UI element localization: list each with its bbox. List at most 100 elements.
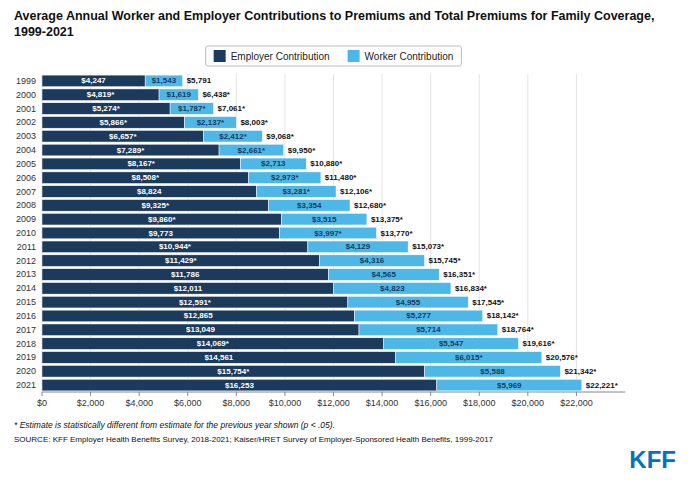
bar (42, 172, 249, 184)
data-label: $1,619 (166, 90, 191, 99)
data-label: $3,515 (312, 215, 337, 224)
bar (42, 103, 170, 115)
y-tick-label: 2011 (17, 242, 36, 252)
bar (282, 213, 367, 225)
data-label: $4,316 (360, 256, 385, 265)
total-label: $6,438* (202, 90, 230, 99)
y-tick-label: 2013 (16, 269, 36, 279)
data-label: $11,786 (171, 270, 200, 279)
total-label: $13,770* (380, 229, 413, 238)
data-label: $9,773 (148, 229, 173, 238)
tick-mark (527, 392, 528, 396)
data-label: $15,754* (217, 367, 250, 376)
bar (145, 75, 182, 87)
data-label: $4,823 (380, 284, 405, 293)
tick-mark (333, 392, 334, 396)
y-tick-label: 2005 (16, 159, 36, 169)
tick-mark (187, 392, 188, 396)
total-label: $16,834* (455, 284, 488, 293)
tick-mark (236, 392, 237, 396)
bar (159, 89, 198, 101)
data-label: $16,253 (225, 381, 254, 390)
y-tick-label: 2016 (16, 311, 36, 321)
total-label: $15,073* (412, 242, 445, 251)
x-tick-label: $8,000 (223, 398, 251, 408)
bar (42, 282, 334, 294)
total-label: $12,680* (354, 201, 387, 210)
total-label: $12,106* (340, 187, 373, 196)
x-tick-label: $2,000 (77, 398, 105, 408)
y-tick-label: 2004 (16, 145, 36, 155)
x-tick-label: $10,000 (269, 398, 302, 408)
total-label: $15,745* (428, 256, 461, 265)
legend-swatch (214, 50, 226, 62)
y-tick-label: 2017 (16, 325, 36, 335)
legend: Employer Contribution Worker Contribution (214, 50, 454, 62)
x-tick-label: $14,000 (366, 398, 399, 408)
total-label: $10,880* (310, 159, 343, 168)
data-label: $5,714 (416, 325, 441, 334)
data-label: $9,325* (141, 201, 169, 210)
y-tick-label: 2018 (16, 339, 36, 349)
data-label: $2,412* (219, 132, 247, 141)
y-tick-label: 2010 (16, 228, 36, 238)
bar (425, 365, 561, 377)
y-tick-label: 2020 (16, 366, 36, 376)
bar (42, 117, 184, 129)
x-tick-label: $22,000 (560, 398, 593, 408)
bar (42, 296, 348, 308)
tick-mark (139, 392, 140, 396)
x-tick-label: $16,000 (414, 398, 447, 408)
data-label: $2,137* (197, 118, 225, 127)
bar (269, 200, 350, 212)
footnote: * Estimate is statistically different fr… (14, 420, 335, 430)
data-label: $13,049 (186, 325, 215, 334)
bar (170, 103, 213, 115)
total-label: $9,950* (288, 146, 316, 155)
total-label: $13,375* (371, 215, 404, 224)
total-label: $7,061* (218, 104, 246, 113)
data-label: $14,069* (197, 339, 230, 348)
y-tick-label: 2000 (16, 90, 36, 100)
bar (42, 365, 425, 377)
total-label: $16,351* (443, 270, 476, 279)
grid (42, 74, 576, 392)
bar (334, 282, 451, 294)
title-line: Average Annual Worker and Employer Contr… (14, 9, 654, 23)
bar (42, 144, 219, 156)
legend-label: Worker Contribution (365, 51, 454, 62)
bar (437, 379, 582, 391)
data-label: $5,277 (406, 311, 431, 320)
data-label: $14,561 (204, 353, 233, 362)
tick-mark (90, 392, 91, 396)
y-tick-label: 2007 (16, 187, 36, 197)
bar (42, 269, 328, 281)
tick-mark (42, 392, 43, 396)
total-label: $19,616* (523, 339, 556, 348)
legend-label: Employer Contribution (231, 51, 330, 62)
data-label: $4,955 (396, 298, 421, 307)
x-tick-label: $0 (37, 398, 47, 408)
data-label: $5,866* (99, 118, 127, 127)
y-tick-label: 2001 (16, 104, 36, 114)
bar (42, 338, 384, 350)
y-tick-label: 2006 (16, 173, 36, 183)
tick-mark (576, 392, 577, 396)
data-label: $4,819* (87, 90, 115, 99)
bar (256, 186, 336, 198)
data-label: $2,661* (238, 146, 266, 155)
bar (204, 130, 263, 142)
x-tick-label: $6,000 (174, 398, 202, 408)
bar (279, 227, 376, 239)
data-label: $2,713 (261, 159, 286, 168)
bar (384, 338, 519, 350)
data-label: $3,354 (297, 201, 322, 210)
bar (42, 227, 279, 239)
data-label: $3,997* (314, 229, 342, 238)
legend-swatch (348, 50, 360, 62)
bar (348, 296, 468, 308)
bar (42, 324, 359, 336)
total-label: $5,791 (187, 76, 212, 85)
total-label: $18,764* (502, 325, 535, 334)
data-label: $2,973* (271, 173, 299, 182)
